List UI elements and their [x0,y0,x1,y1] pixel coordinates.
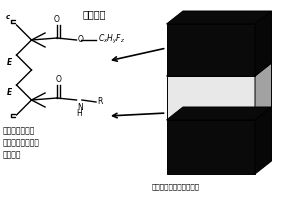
Text: H: H [76,109,82,118]
Polygon shape [167,107,272,120]
Text: （自组装之后的层状结构: （自组装之后的层状结构 [152,183,200,190]
Text: c: c [6,14,10,20]
Text: R: R [98,98,103,106]
Text: 含金属）: 含金属） [3,150,22,159]
Polygon shape [255,11,272,76]
Polygon shape [167,76,255,120]
Polygon shape [255,107,272,174]
Polygon shape [167,11,272,24]
Text: E: E [7,88,12,97]
Polygon shape [167,120,255,174]
Polygon shape [255,63,272,120]
Text: N: N [77,103,83,112]
Text: O: O [56,75,62,84]
Text: $C_xH_yF_z$: $C_xH_yF_z$ [98,32,125,46]
Text: 香环结构、稳环、: 香环结构、稳环、 [3,138,40,147]
Text: 含酰胺嵌段（芳: 含酰胺嵌段（芳 [3,126,35,135]
Text: O: O [78,36,84,45]
Polygon shape [167,24,255,76]
Polygon shape [167,63,272,76]
Text: E: E [7,58,12,67]
Text: 含氟嵌段: 含氟嵌段 [82,9,106,19]
Text: O: O [54,15,60,24]
